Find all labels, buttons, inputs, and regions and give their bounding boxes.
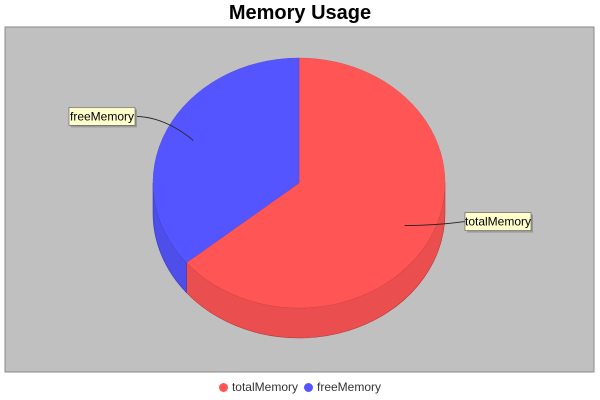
pie-slice-totalMemory xyxy=(186,57,446,309)
legend-swatch xyxy=(218,382,228,392)
legend-label: totalMemory xyxy=(231,380,298,394)
legend-label: freeMemory xyxy=(317,380,382,394)
slice-label-totalMemory: totalMemory xyxy=(465,215,531,229)
legend: totalMemory freeMemory xyxy=(0,380,600,394)
legend-item-freeMemory: freeMemory xyxy=(304,380,381,394)
label-box-freeMemory xyxy=(68,107,136,126)
legend-item-totalMemory: totalMemory xyxy=(218,380,298,394)
pie-top xyxy=(152,57,446,309)
leader-line-freeMemory xyxy=(134,116,194,141)
pie-slice-freeMemory xyxy=(152,57,300,263)
chart-title: Memory Usage xyxy=(228,2,372,24)
pie-labels: totalMemory freeMemory xyxy=(68,107,533,233)
leader-line-totalMemory xyxy=(404,221,466,226)
label-box-totalMemory xyxy=(464,212,532,231)
legend-swatch xyxy=(304,382,313,392)
slice-label-freeMemory: freeMemory xyxy=(70,109,134,123)
